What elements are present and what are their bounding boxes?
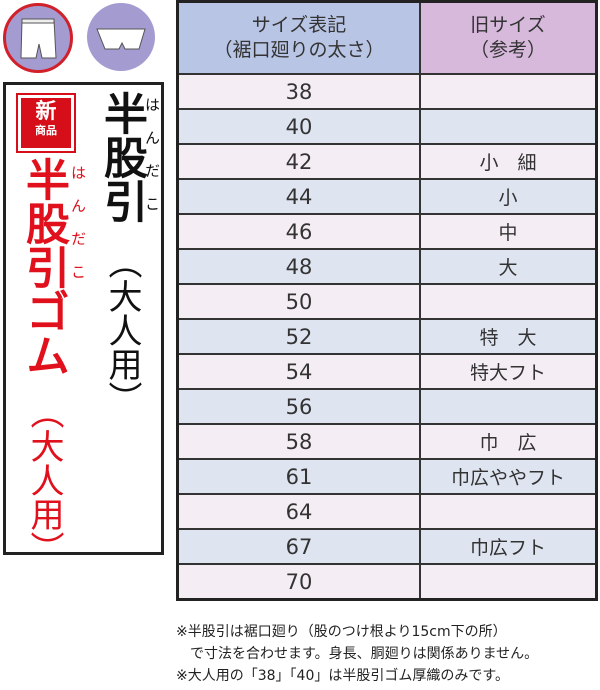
old-size-cell: 特 大: [419, 318, 598, 355]
table-row: 67 巾広フト: [176, 528, 598, 565]
table-row: 40: [176, 108, 598, 145]
size-cell: 56: [176, 388, 421, 425]
table-row: 38: [176, 73, 598, 110]
table-row: 70: [176, 563, 598, 601]
old-size-cell: 小 細: [419, 143, 598, 180]
size-cell: 40: [176, 108, 421, 145]
table-row: 44 小: [176, 178, 598, 215]
product2-ruby: はんだこ: [69, 165, 87, 297]
note-2: で寸法を合わせます。身長、胴廻りは関係ありません。: [176, 646, 539, 662]
size-cell: 50: [176, 283, 421, 320]
size-cell: 64: [176, 493, 421, 530]
notes: ※半股引は裾口廻り（股のつけ根より15cm下の所） で寸法を合わせます。身長、胴…: [176, 621, 538, 687]
old-size-cell: [419, 563, 598, 601]
size-cell: 70: [176, 563, 421, 601]
size-table: サイズ表記 （裾口廻りの太さ） 旧サイズ （参考） 38 40 42 小 細 44 小 46 中 4…: [176, 0, 598, 601]
old-size-cell: 特大フト: [419, 353, 598, 390]
old-size-cell: [419, 108, 598, 145]
product-label-box: 新 商品 半股引 はんだこ （大人用） 半股引ゴム はんだこ （大人用）: [3, 82, 164, 565]
size-cell: 46: [176, 213, 421, 250]
product2-name: 半股引ゴム: [18, 157, 69, 377]
table-row: 50: [176, 283, 598, 320]
table-row: 52 特 大: [176, 318, 598, 355]
header-old-size: 旧サイズ （参考）: [419, 0, 598, 75]
size-cell: 38: [176, 73, 421, 110]
old-size-cell: 中: [419, 213, 598, 250]
size-cell: 42: [176, 143, 421, 180]
size-cell: 54: [176, 353, 421, 390]
badge-new: 新: [35, 99, 57, 123]
old-size-cell: 小: [419, 178, 598, 215]
table-row: 48 大: [176, 248, 598, 285]
size-cell: 44: [176, 178, 421, 215]
product1-name: 半股引: [96, 91, 147, 223]
table-row: 64: [176, 493, 598, 530]
size-cell: 48: [176, 248, 421, 285]
old-size-cell: 大: [419, 248, 598, 285]
size-cell: 67: [176, 528, 421, 565]
size-cell: 58: [176, 423, 421, 460]
old-size-cell: 巾広フト: [419, 528, 598, 565]
table-row: 56: [176, 388, 598, 425]
note-1: ※半股引は裾口廻り（股のつけ根より15cm下の所）: [176, 624, 507, 640]
size-cell: 52: [176, 318, 421, 355]
product1-sub: （大人用）: [102, 245, 142, 415]
old-size-cell: 巾広ややフト: [419, 458, 598, 495]
badge-product: 商品: [35, 124, 57, 137]
note-3: ※大人用の「38」「40」は半股引ゴム厚織のみです。: [176, 668, 509, 684]
old-size-cell: [419, 283, 598, 320]
old-size-cell: 巾 広: [419, 423, 598, 460]
table-row: 58 巾 広: [176, 423, 598, 460]
header-size: サイズ表記 （裾口廻りの太さ）: [176, 0, 421, 75]
table-row: 54 特大フト: [176, 353, 598, 390]
shorts-icon: [3, 3, 73, 73]
old-size-cell: [419, 493, 598, 530]
product1-ruby: はんだこ: [143, 97, 161, 229]
product2-sub: （大人用）: [24, 395, 64, 565]
old-size-cell: [419, 73, 598, 110]
new-product-badge: 新 商品: [16, 93, 76, 153]
table-row: 46 中: [176, 213, 598, 250]
table-row: 42 小 細: [176, 143, 598, 180]
table-row: 61 巾広ややフト: [176, 458, 598, 495]
briefs-icon: [87, 3, 155, 71]
old-size-cell: [419, 388, 598, 425]
size-cell: 61: [176, 458, 421, 495]
